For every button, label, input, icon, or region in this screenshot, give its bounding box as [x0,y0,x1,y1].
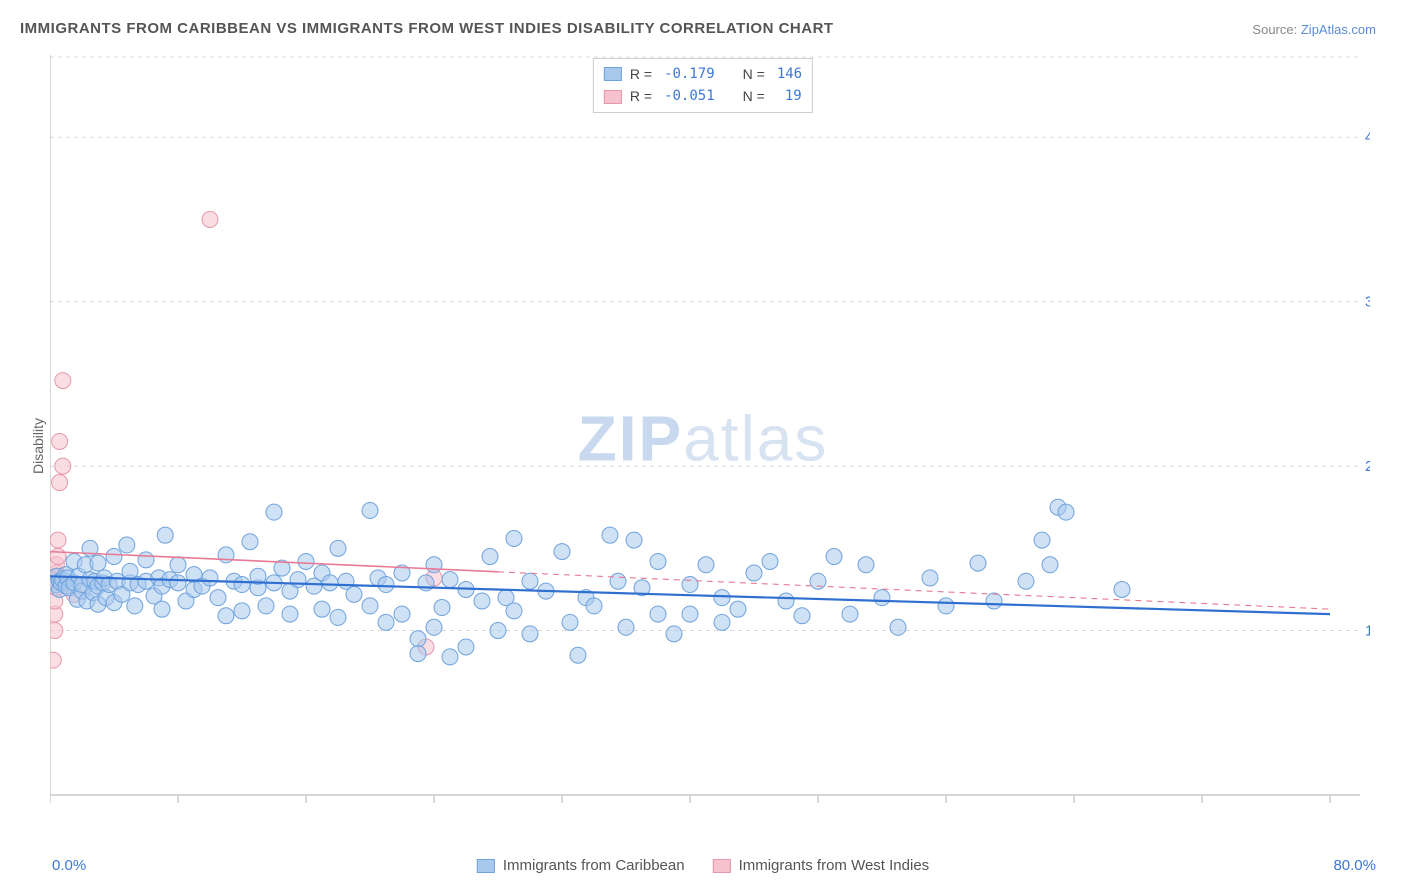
source-label: Source: [1252,22,1297,37]
n-value: 19 [773,85,802,107]
legend-item: Immigrants from Caribbean [477,857,685,874]
n-value: 146 [773,63,802,85]
r-label: R = [630,63,652,85]
chart-title: IMMIGRANTS FROM CARIBBEAN VS IMMIGRANTS … [20,20,834,37]
x-axis-min-label: 0.0% [52,857,86,874]
series-name: Immigrants from West Indies [739,857,930,874]
r-value: -0.179 [660,63,715,85]
source-link[interactable]: ZipAtlas.com [1301,22,1376,37]
legend-swatch-westindies [604,90,622,104]
series-name: Immigrants from Caribbean [503,857,685,874]
chart-svg: 10.0% 20.0% 30.0% 40.0% [50,55,1370,825]
source-attribution: Source: ZipAtlas.com [1252,22,1376,37]
legend-row: R = -0.051 N = 19 [604,85,802,107]
svg-text:30.0%: 30.0% [1365,294,1370,311]
legend-item: Immigrants from West Indies [713,857,930,874]
r-label: R = [630,85,652,107]
svg-text:20.0%: 20.0% [1365,458,1370,475]
x-axis-max-label: 80.0% [1333,857,1376,874]
scatter-plot: 10.0% 20.0% 30.0% 40.0% [50,55,1370,825]
legend-swatch-westindies [713,859,731,873]
correlation-legend: R = -0.179 N = 146 R = -0.051 N = 19 [593,58,813,113]
r-value: -0.051 [660,85,715,107]
n-label: N = [743,85,765,107]
legend-swatch-caribbean [477,859,495,873]
legend-swatch-caribbean [604,67,622,81]
svg-text:40.0%: 40.0% [1365,129,1370,146]
y-axis-label: Disability [30,418,46,474]
series-legend: Immigrants from Caribbean Immigrants fro… [477,857,929,874]
n-label: N = [743,63,765,85]
legend-row: R = -0.179 N = 146 [604,63,802,85]
svg-text:10.0%: 10.0% [1365,623,1370,640]
